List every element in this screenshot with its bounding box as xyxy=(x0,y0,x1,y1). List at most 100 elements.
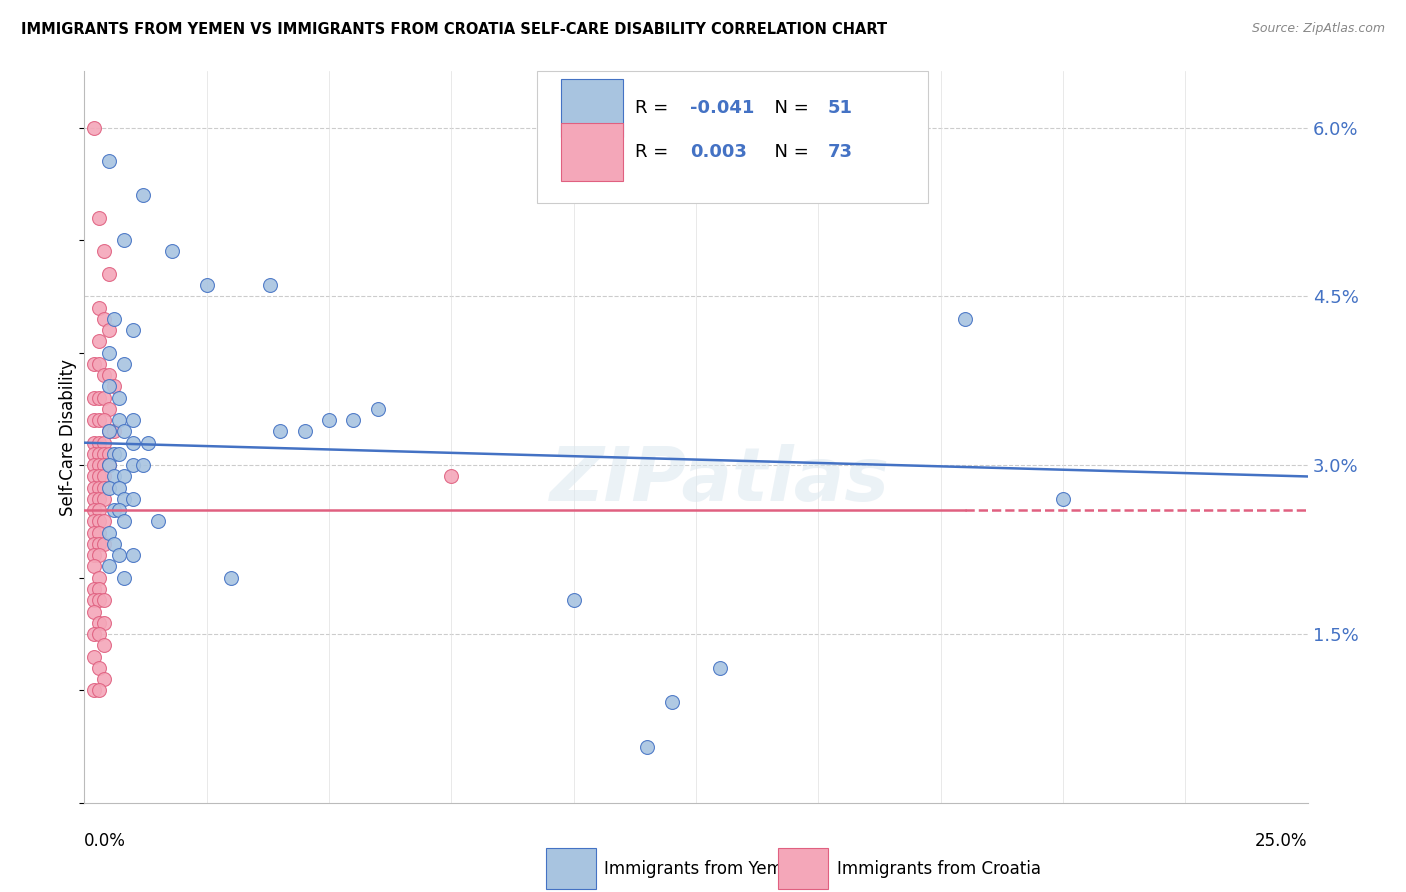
Point xyxy=(87,458,110,473)
Point xyxy=(83,447,105,461)
Point xyxy=(103,537,125,551)
Point xyxy=(103,425,125,439)
Point xyxy=(97,345,120,359)
Point xyxy=(103,503,125,517)
Point xyxy=(97,267,120,281)
Point xyxy=(87,413,110,427)
Text: 0.0%: 0.0% xyxy=(84,832,127,850)
Point xyxy=(97,425,120,439)
Point xyxy=(87,537,110,551)
Text: R =: R = xyxy=(636,143,673,161)
Point xyxy=(87,391,110,405)
Point xyxy=(93,413,115,427)
Point xyxy=(122,323,145,337)
Point xyxy=(87,503,110,517)
Point xyxy=(97,559,120,574)
FancyBboxPatch shape xyxy=(561,78,623,137)
Point xyxy=(87,334,110,349)
Point xyxy=(83,469,105,483)
Point xyxy=(87,683,110,698)
FancyBboxPatch shape xyxy=(778,848,828,889)
FancyBboxPatch shape xyxy=(546,848,596,889)
Point xyxy=(93,615,115,630)
Point xyxy=(87,469,110,483)
Point xyxy=(83,491,105,506)
Text: Immigrants from Yemen: Immigrants from Yemen xyxy=(605,860,804,878)
Point xyxy=(87,481,110,495)
Point xyxy=(122,435,145,450)
Point xyxy=(122,548,145,562)
Point xyxy=(83,627,105,641)
Point xyxy=(93,368,115,383)
Point xyxy=(107,481,129,495)
Point xyxy=(342,413,364,427)
Point xyxy=(87,447,110,461)
Point xyxy=(107,391,129,405)
Text: 51: 51 xyxy=(828,99,853,117)
Point xyxy=(97,154,120,169)
Text: 73: 73 xyxy=(828,143,853,161)
Point xyxy=(112,571,135,585)
Point xyxy=(97,458,120,473)
Point xyxy=(83,537,105,551)
Point xyxy=(83,481,105,495)
Point xyxy=(83,683,105,698)
Point xyxy=(107,548,129,562)
Point xyxy=(83,120,105,135)
Text: Source: ZipAtlas.com: Source: ZipAtlas.com xyxy=(1251,22,1385,36)
Point xyxy=(87,615,110,630)
Text: R =: R = xyxy=(636,99,673,117)
Point xyxy=(122,458,145,473)
Point xyxy=(97,425,120,439)
Point xyxy=(93,469,115,483)
Point xyxy=(93,312,115,326)
Point xyxy=(83,548,105,562)
Point xyxy=(97,379,120,393)
Point xyxy=(93,672,115,686)
Point xyxy=(93,391,115,405)
Point xyxy=(83,413,105,427)
Text: 25.0%: 25.0% xyxy=(1256,832,1308,850)
Point xyxy=(97,481,120,495)
Point xyxy=(93,491,115,506)
Point xyxy=(83,582,105,596)
Point xyxy=(97,401,120,416)
Point xyxy=(87,593,110,607)
Point xyxy=(87,357,110,371)
Point xyxy=(97,447,120,461)
Point xyxy=(112,515,135,529)
Point xyxy=(195,278,218,293)
Point xyxy=(318,413,340,427)
Point xyxy=(97,458,120,473)
Point xyxy=(953,312,976,326)
Point xyxy=(107,413,129,427)
Point xyxy=(103,312,125,326)
Point xyxy=(83,515,105,529)
Text: N =: N = xyxy=(763,143,814,161)
Point xyxy=(97,525,120,540)
Text: -0.041: -0.041 xyxy=(690,99,754,117)
Point xyxy=(93,244,115,259)
Point xyxy=(219,571,242,585)
Point xyxy=(440,469,463,483)
Point xyxy=(83,435,105,450)
Point xyxy=(132,188,155,202)
Point xyxy=(122,413,145,427)
Point xyxy=(103,379,125,393)
Point xyxy=(87,582,110,596)
Point xyxy=(87,211,110,225)
Point xyxy=(93,458,115,473)
Point xyxy=(112,491,135,506)
FancyBboxPatch shape xyxy=(537,71,928,203)
Point xyxy=(87,627,110,641)
Point xyxy=(83,559,105,574)
Text: Immigrants from Croatia: Immigrants from Croatia xyxy=(837,860,1040,878)
Point xyxy=(83,605,105,619)
Point xyxy=(146,515,169,529)
Point xyxy=(636,739,658,754)
Point xyxy=(93,638,115,652)
Point xyxy=(93,435,115,450)
Point xyxy=(83,357,105,371)
Point xyxy=(83,525,105,540)
Point xyxy=(103,447,125,461)
